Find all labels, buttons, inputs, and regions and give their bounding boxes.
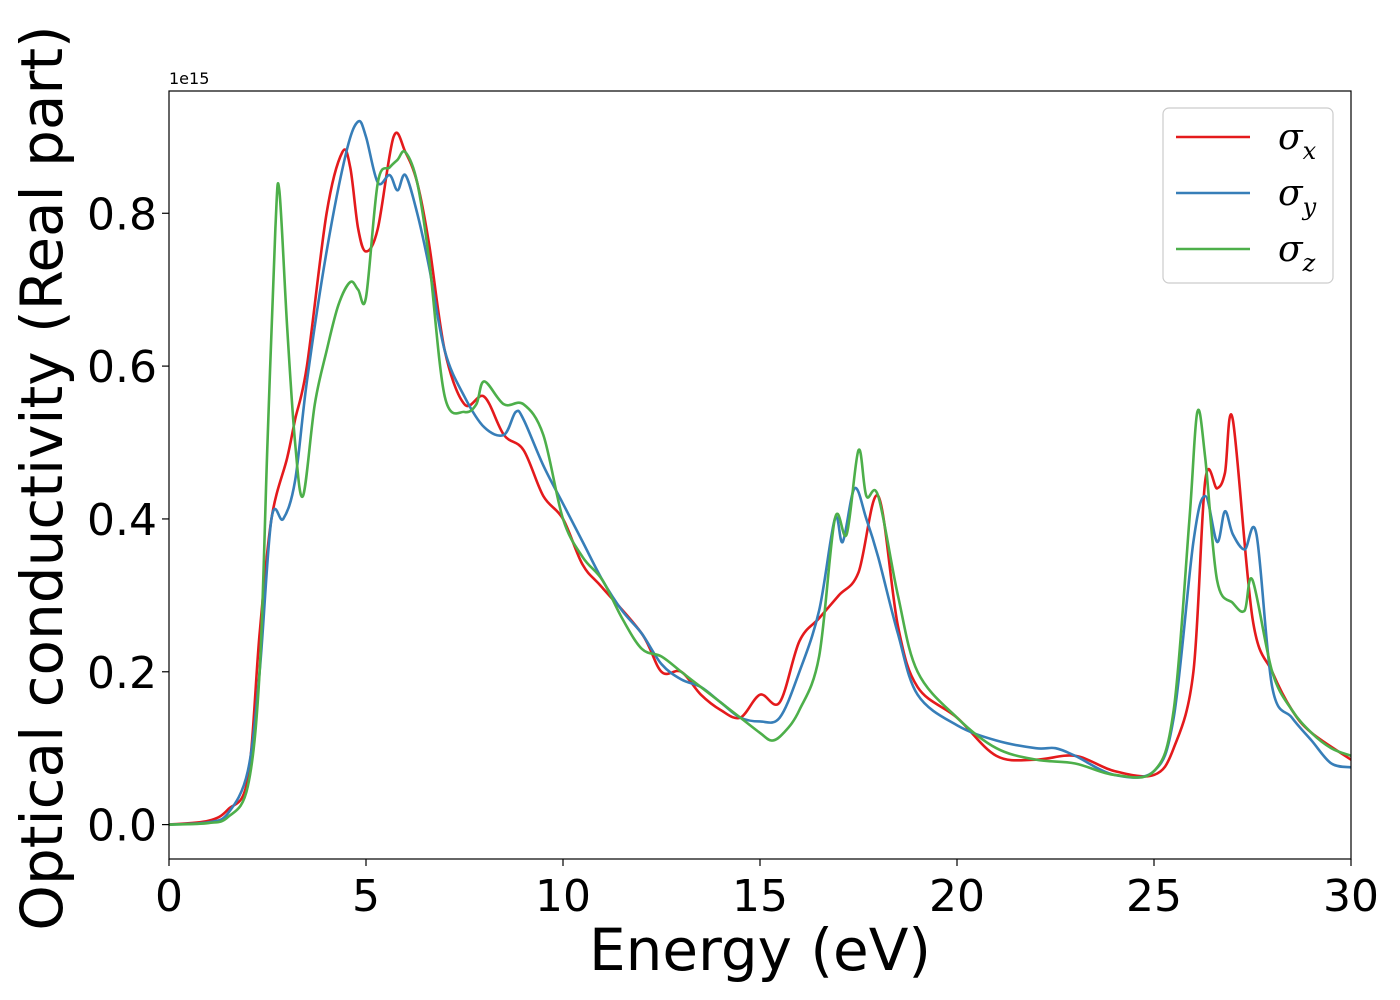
legend-box — [1162, 107, 1334, 284]
series-line-z — [169, 149, 1351, 826]
y-tick-label: 0.2 — [87, 648, 157, 699]
x-tick-label: 5 — [352, 871, 380, 922]
y-axis-label: Optical conductivity (Real part) — [8, 25, 76, 930]
series-layer — [169, 119, 1351, 826]
x-axis-label: Energy (eV) — [589, 916, 931, 984]
y-axis-ticks: 0.0 0.2 0.4 0.6 0.8 — [87, 189, 169, 852]
x-tick-label: 30 — [1323, 871, 1379, 922]
legend-label-x: σx — [1278, 117, 1317, 165]
x-tick-label: 0 — [155, 871, 183, 922]
x-tick-label: 20 — [929, 871, 985, 922]
legend: σx σy σz — [1162, 107, 1334, 284]
legend-label-z: σz — [1278, 229, 1316, 277]
y-offset-label: 1e15 — [169, 69, 209, 88]
y-tick-label: 0.8 — [87, 189, 157, 240]
x-axis-ticks: 0 5 10 15 20 25 30 — [155, 859, 1379, 922]
y-tick-label: 0.6 — [87, 342, 157, 393]
y-tick-label: 0.4 — [87, 495, 157, 546]
legend-label-y: σy — [1278, 173, 1317, 221]
x-tick-label: 10 — [535, 871, 591, 922]
y-tick-label: 0.0 — [87, 801, 157, 852]
x-tick-label: 25 — [1126, 871, 1182, 922]
x-tick-label: 15 — [732, 871, 788, 922]
